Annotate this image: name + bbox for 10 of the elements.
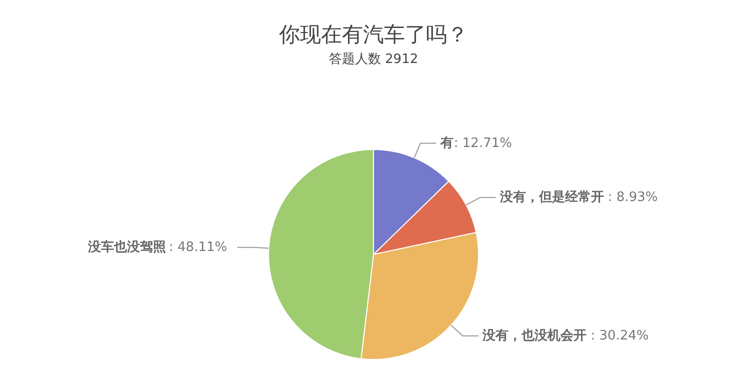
chart-title: 你现在有汽车了吗？ <box>278 22 468 46</box>
slice-label: 有 <box>439 136 454 151</box>
data-label: : 48.11% <box>169 240 228 255</box>
data-label: : 8.93% <box>608 190 658 206</box>
slice-label: 没有，也没机会开 <box>482 328 587 344</box>
data-label: : 12.71% <box>454 136 512 151</box>
data-label: : 30.24% <box>590 328 649 344</box>
chart-subtitle: 答题人数 2912 <box>328 52 418 67</box>
slice-label: 没车也没驾照 <box>87 238 166 255</box>
slice-label: 没有，但是经常开 <box>498 190 604 206</box>
